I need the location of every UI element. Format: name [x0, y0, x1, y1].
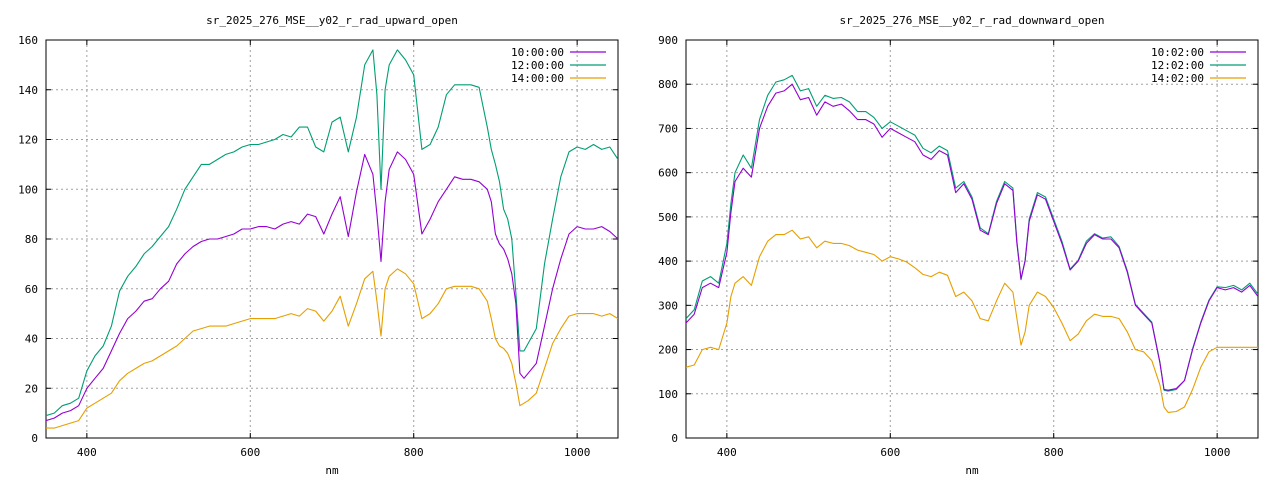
y-tick-label: 300 — [658, 299, 678, 312]
x-tick-label: 800 — [1044, 446, 1064, 459]
series-line-140000 — [46, 268, 618, 429]
series-line-120000 — [46, 49, 618, 417]
series-group — [686, 74, 1258, 413]
y-tick-label: 800 — [658, 78, 678, 91]
y-tick-label: 700 — [658, 122, 678, 135]
y-tick-label: 120 — [18, 134, 38, 147]
series-line-100000 — [46, 151, 618, 422]
y-tick-label: 20 — [25, 382, 38, 395]
chart-upward: 400 600 800 1000 0 20 40 60 80 100 120 140 160 sr_202… — [18, 14, 619, 477]
x-axis-label: nm — [965, 464, 979, 477]
y-tick-label: 200 — [658, 344, 678, 357]
chart-title: sr_2025_276_MSE__y02_r_rad_downward_open — [840, 14, 1105, 27]
y-tick-label: 100 — [18, 183, 38, 196]
legend-label: 10:02:00 — [1151, 46, 1204, 59]
y-tick-label: 60 — [25, 283, 38, 296]
legend-label: 12:02:00 — [1151, 59, 1204, 72]
legend-label: 12:00:00 — [511, 59, 564, 72]
x-tick-label: 600 — [240, 446, 260, 459]
x-tick-label: 1000 — [564, 446, 591, 459]
legend-label: 14:02:00 — [1151, 72, 1204, 85]
legend-label: 14:00:00 — [511, 72, 564, 85]
y-tick-label: 900 — [658, 34, 678, 47]
y-tick-label: 600 — [658, 167, 678, 180]
y-tick-label: 400 — [658, 255, 678, 268]
series-line-100200 — [686, 83, 1258, 391]
y-tick-label: 140 — [18, 84, 38, 97]
x-tick-label: 800 — [404, 446, 424, 459]
y-tick-label: 0 — [31, 432, 38, 445]
y-tick-label: 80 — [25, 233, 38, 246]
y-tick-label: 40 — [25, 333, 38, 346]
y-tick-label: 500 — [658, 211, 678, 224]
legend-label: 10:00:00 — [511, 46, 564, 59]
x-tick-label: 1000 — [1204, 446, 1231, 459]
chart-downward: 400 600 800 1000 0 100 200 300 400 500 600 700 800 90… — [658, 14, 1259, 477]
y-tick-label: 0 — [671, 432, 678, 445]
y-tick-label: 160 — [18, 34, 38, 47]
x-tick-label: 600 — [880, 446, 900, 459]
plot-frame — [685, 39, 1259, 439]
y-tick-label: 100 — [658, 388, 678, 401]
x-axis-label: nm — [325, 464, 339, 477]
x-tick-label: 400 — [717, 446, 737, 459]
series-line-120200 — [686, 74, 1258, 392]
series-line-140200 — [686, 229, 1258, 413]
chart-title: sr_2025_276_MSE__y02_r_rad_upward_open — [206, 14, 458, 27]
x-tick-label: 400 — [77, 446, 97, 459]
series-group — [46, 49, 618, 429]
